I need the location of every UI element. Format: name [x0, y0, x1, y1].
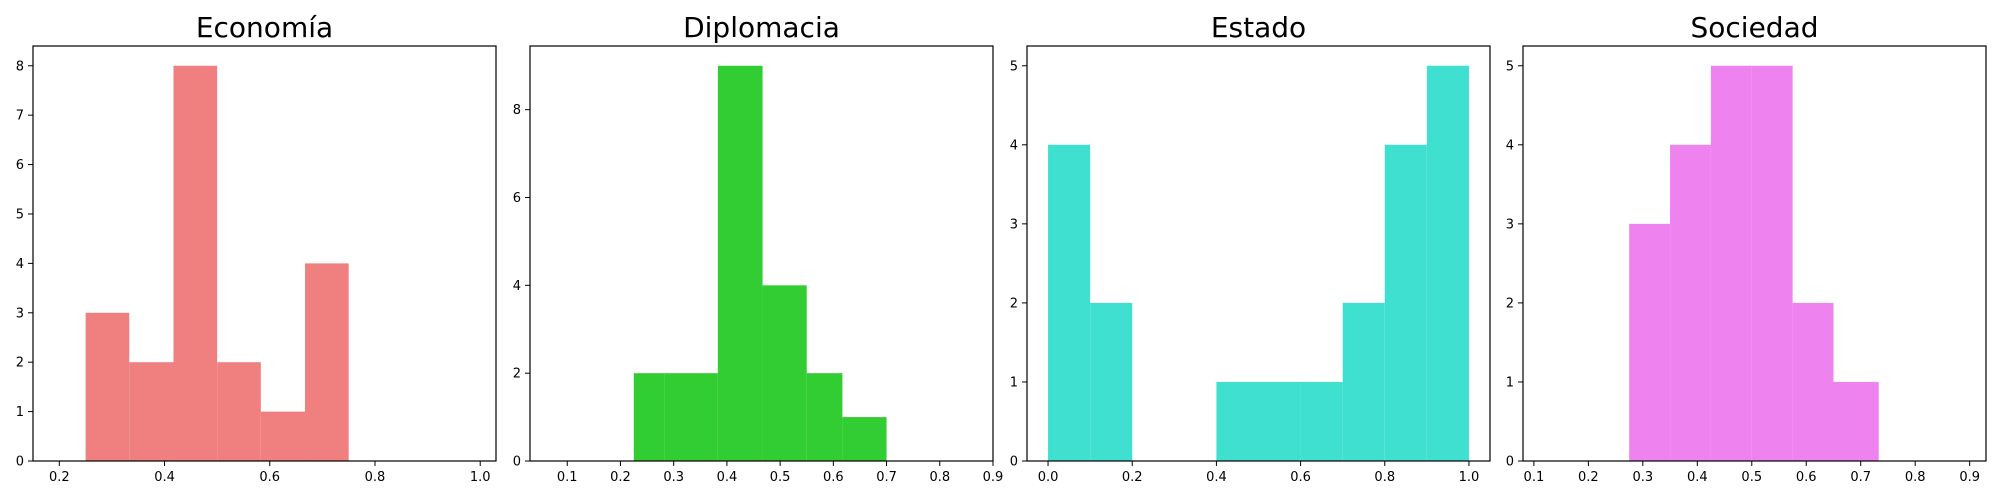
histogram-bar [1792, 302, 1834, 461]
y-tick-label: 2 [1506, 296, 1514, 311]
y-tick-label: 4 [513, 279, 521, 294]
histogram-bar [842, 417, 887, 461]
y-tick-label: 7 [16, 109, 24, 124]
axes-frame [1522, 45, 1987, 462]
x-tick-label: 0.2 [610, 470, 631, 485]
x-tick-label: 0.3 [1632, 470, 1653, 485]
x-tick-label: 0.4 [717, 470, 738, 485]
y-tick-label: 2 [1010, 296, 1018, 311]
x-tick-label: 0.6 [1796, 470, 1817, 485]
histogram-bar [1300, 381, 1343, 461]
y-tick-label: 6 [16, 158, 24, 173]
subplot-title: Estado [1211, 11, 1306, 44]
y-tick-label: 4 [16, 257, 24, 272]
x-tick-label: 0.6 [1290, 470, 1311, 485]
histogram-bar [1670, 144, 1711, 462]
x-tick-label: 0.8 [1905, 470, 1926, 485]
axes-frame [1026, 45, 1491, 462]
x-tick-label: 0.1 [1524, 470, 1545, 485]
histogram-bar [1048, 144, 1091, 462]
x-tick-label: 0.7 [1850, 470, 1871, 485]
histogram-bar [1384, 144, 1427, 462]
x-tick-label: 0.4 [154, 470, 175, 485]
x-tick-label: 0.4 [1206, 470, 1227, 485]
histogram-bar [762, 285, 807, 461]
histogram-bar [305, 263, 349, 461]
histogram-bar [717, 65, 763, 461]
x-tick-label: 1.0 [470, 470, 491, 485]
y-tick-label: 6 [513, 191, 521, 206]
x-tick-label: 0.6 [259, 470, 280, 485]
histogram-bar [173, 65, 218, 461]
y-tick-label: 5 [16, 207, 24, 222]
histogram-bar [1090, 302, 1133, 461]
subplot-sociedad: 0.1 0.2 0.3 0.4 0.5 0.6 0.7 0.8 0.9 0 1 2 3 4 5 Socieda… [1506, 11, 1987, 485]
x-tick-label: 0.0 [1038, 470, 1059, 485]
x-tick-label: 1.0 [1459, 470, 1480, 485]
y-tick-label: 3 [1010, 217, 1018, 232]
x-tick-label: 0.3 [663, 470, 684, 485]
y-tick-label: 5 [1506, 59, 1514, 74]
axes-frame [529, 45, 994, 462]
y-tick-label: 1 [1506, 375, 1514, 390]
histogram-bar [217, 362, 261, 461]
y-tick-label: 5 [1010, 59, 1018, 74]
y-tick-label: 0 [1506, 455, 1514, 470]
x-tick-label: 0.6 [823, 470, 844, 485]
y-tick-label: 4 [1010, 138, 1018, 153]
axes-frame [32, 45, 497, 462]
x-tick-label: 0.5 [1741, 470, 1762, 485]
histogram-bar [85, 312, 130, 461]
x-tick-label: 0.8 [929, 470, 950, 485]
histogram-bar [1342, 302, 1385, 461]
x-tick-label: 0.8 [365, 470, 386, 485]
y-tick-label: 8 [513, 103, 521, 118]
x-tick-label: 0.8 [1374, 470, 1395, 485]
histogram-bar [1833, 381, 1879, 461]
x-tick-label: 0.1 [557, 470, 578, 485]
subplot-estado: 0.0 0.2 0.4 0.6 0.8 1.0 0 1 2 3 4 5 Estado [1010, 11, 1491, 485]
subplot-title: Diplomacia [683, 11, 840, 44]
histogram-bar [1710, 65, 1752, 461]
x-tick-label: 0.2 [1578, 470, 1599, 485]
histogram-bar [1426, 65, 1469, 461]
histogram-bar [260, 411, 306, 461]
y-tick-label: 0 [513, 455, 521, 470]
histogram-bar [633, 373, 665, 461]
subplot-title: Economía [196, 11, 333, 44]
x-tick-label: 0.5 [770, 470, 791, 485]
y-tick-label: 0 [1010, 455, 1018, 470]
y-tick-label: 1 [1010, 375, 1018, 390]
subplot-title: Sociedad [1690, 11, 1818, 44]
y-tick-label: 3 [1506, 217, 1514, 232]
x-tick-label: 0.4 [1687, 470, 1708, 485]
x-tick-label: 0.2 [1122, 470, 1143, 485]
y-tick-label: 2 [16, 356, 24, 371]
x-tick-label: 0.7 [876, 470, 897, 485]
y-tick-label: 8 [16, 59, 24, 74]
x-tick-label: 0.9 [1959, 470, 1980, 485]
histogram-bar [1751, 65, 1793, 461]
histogram-bar [1629, 223, 1671, 461]
y-tick-label: 2 [513, 367, 521, 382]
histogram-bar [1258, 381, 1301, 461]
x-tick-label: 0.9 [983, 470, 1004, 485]
histogram-bar [1216, 381, 1259, 461]
y-tick-label: 1 [16, 405, 24, 420]
y-tick-label: 4 [1506, 138, 1514, 153]
histogram-bar [129, 362, 174, 461]
histogram-bar [806, 373, 843, 461]
subplot-economia: 0.2 0.4 0.6 0.8 1.0 0 1 2 3 4 5 6 7 8 Economía [16, 11, 497, 485]
y-tick-label: 0 [16, 455, 24, 470]
histogram-bar [664, 373, 718, 461]
y-tick-label: 3 [16, 306, 24, 321]
subplot-diplomacia: 0.1 0.2 0.3 0.4 0.5 0.6 0.7 0.8 0.9 0 2 4 6 8 Diplomac… [513, 11, 1004, 485]
x-tick-label: 0.2 [49, 470, 70, 485]
